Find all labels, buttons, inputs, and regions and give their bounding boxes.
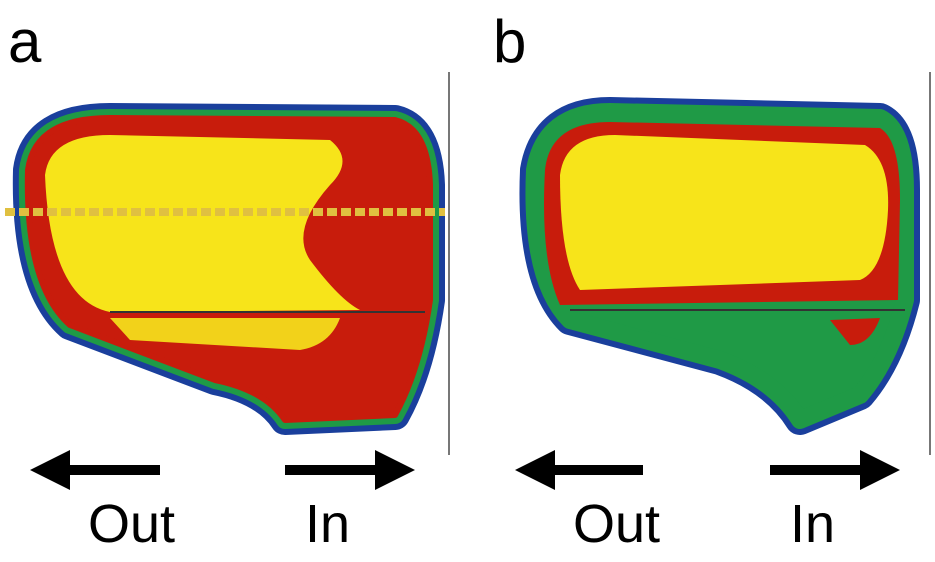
panel-a: a Out In bbox=[5, 8, 449, 554]
panel-b: b Out In bbox=[493, 8, 930, 554]
in-label: In bbox=[790, 494, 835, 554]
out-label: Out bbox=[573, 494, 660, 554]
in-label: In bbox=[305, 494, 350, 554]
panel-label: a bbox=[8, 8, 42, 75]
figure: a Out In b Out In bbox=[0, 0, 935, 557]
heat-yellow bbox=[560, 135, 888, 290]
page: a Out In b Out In (() => { const data = … bbox=[0, 0, 935, 557]
panel-label: b bbox=[493, 8, 526, 75]
out-label: Out bbox=[88, 494, 175, 554]
